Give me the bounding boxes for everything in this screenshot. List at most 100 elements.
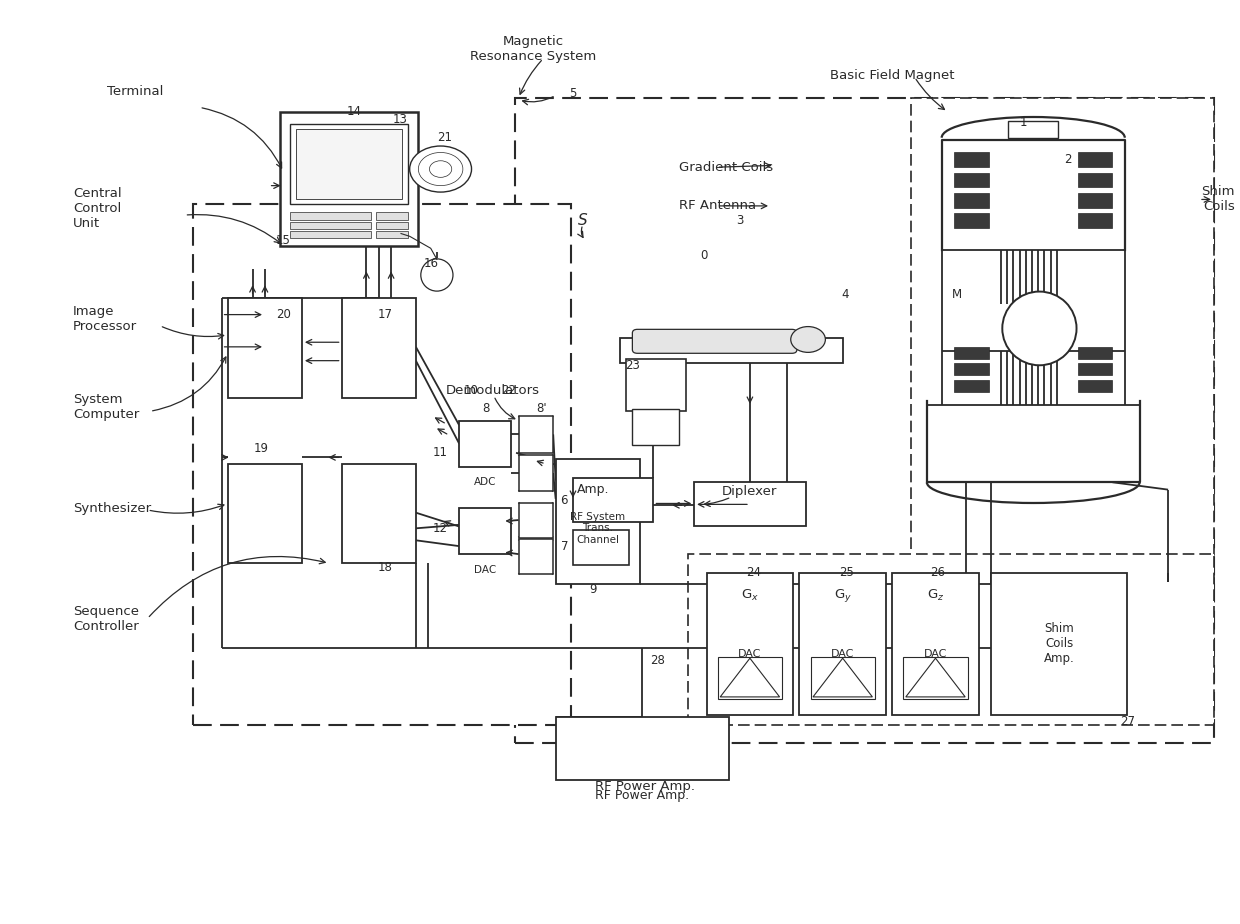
Bar <box>1078 346 1112 359</box>
Text: 24: 24 <box>746 566 761 579</box>
Polygon shape <box>905 658 965 697</box>
Text: Gradient Coils: Gradient Coils <box>680 161 774 174</box>
Bar <box>556 717 729 780</box>
Bar <box>991 573 1127 715</box>
Text: 9: 9 <box>589 583 596 596</box>
Text: DAC: DAC <box>474 565 496 575</box>
Polygon shape <box>813 658 873 697</box>
Bar <box>1078 213 1112 228</box>
Text: Terminal: Terminal <box>107 85 162 98</box>
Text: S: S <box>578 213 588 228</box>
Text: 21: 21 <box>436 131 451 144</box>
Bar <box>376 213 408 220</box>
Text: Shim
Coils: Shim Coils <box>1202 186 1235 213</box>
Text: M: M <box>951 288 961 301</box>
Text: 8': 8' <box>537 402 547 415</box>
Text: Shim
Coils
Amp.: Shim Coils Amp. <box>1044 623 1075 665</box>
Bar <box>688 554 1214 724</box>
Text: 2: 2 <box>1064 153 1071 166</box>
Bar <box>280 112 418 246</box>
Bar <box>1008 121 1058 138</box>
Bar <box>954 152 988 167</box>
Text: RF Antenna: RF Antenna <box>680 200 756 213</box>
Bar <box>518 416 553 453</box>
Text: System
Computer: System Computer <box>73 393 139 420</box>
Text: ADC: ADC <box>474 478 496 487</box>
Text: Demodulators: Demodulators <box>445 383 539 396</box>
Text: DAC: DAC <box>924 649 947 659</box>
Bar <box>800 573 887 715</box>
Bar <box>954 380 988 392</box>
Bar <box>290 124 408 204</box>
Bar <box>342 298 415 397</box>
Bar <box>954 363 988 375</box>
Bar <box>910 98 1214 587</box>
Text: 11: 11 <box>433 446 448 459</box>
Text: 26: 26 <box>930 566 945 579</box>
Bar <box>515 98 1214 743</box>
Text: Sequence
Controller: Sequence Controller <box>73 604 139 633</box>
Text: RF Power Amp.: RF Power Amp. <box>595 780 694 793</box>
Text: 25: 25 <box>839 566 854 579</box>
FancyBboxPatch shape <box>632 329 797 353</box>
Text: 3: 3 <box>737 214 744 227</box>
Text: G$_x$: G$_x$ <box>742 588 759 603</box>
Bar <box>342 464 415 564</box>
Text: Diplexer: Diplexer <box>722 485 777 498</box>
Text: 16: 16 <box>423 258 438 271</box>
Ellipse shape <box>1002 292 1076 365</box>
Text: 27: 27 <box>1120 715 1135 728</box>
Bar <box>1078 173 1112 188</box>
Bar <box>632 408 680 445</box>
Bar <box>954 213 988 228</box>
Bar <box>459 508 511 554</box>
Text: DAC: DAC <box>738 649 761 659</box>
Text: G$_y$: G$_y$ <box>833 587 852 604</box>
Bar <box>459 420 511 467</box>
Text: Central
Control
Unit: Central Control Unit <box>73 188 122 230</box>
Text: 17: 17 <box>377 308 392 322</box>
Text: RF System
Trans.
Channel: RF System Trans. Channel <box>570 512 625 545</box>
Text: 10: 10 <box>464 383 479 396</box>
Bar <box>518 540 553 575</box>
Text: 22: 22 <box>501 383 516 396</box>
Text: 14: 14 <box>346 105 362 118</box>
Bar <box>573 478 653 522</box>
Circle shape <box>409 146 471 192</box>
Text: DAC: DAC <box>831 649 854 659</box>
Text: 8: 8 <box>482 402 490 415</box>
Bar <box>290 231 371 238</box>
Text: 20: 20 <box>277 308 291 322</box>
Bar <box>954 173 988 188</box>
Bar <box>376 222 408 229</box>
Bar <box>620 337 843 362</box>
Bar <box>518 503 553 538</box>
Text: 18: 18 <box>377 562 392 575</box>
Text: 13: 13 <box>392 113 407 126</box>
Text: 15: 15 <box>277 235 291 248</box>
Bar <box>518 455 553 492</box>
Text: Basic Field Magnet: Basic Field Magnet <box>830 68 955 81</box>
Text: 4: 4 <box>842 288 849 301</box>
Text: 7: 7 <box>560 541 568 553</box>
Text: 19: 19 <box>254 442 269 455</box>
Bar <box>893 573 978 715</box>
Circle shape <box>791 326 826 352</box>
Bar <box>707 573 794 715</box>
Text: 1: 1 <box>1019 116 1027 129</box>
Bar <box>573 530 629 565</box>
Bar <box>954 346 988 359</box>
Text: Image
Processor: Image Processor <box>73 305 138 334</box>
Bar <box>228 464 303 564</box>
Bar <box>290 222 371 229</box>
Bar <box>718 657 782 699</box>
Bar <box>1078 193 1112 208</box>
Bar <box>228 298 303 397</box>
Bar <box>1078 363 1112 375</box>
Bar <box>626 359 686 411</box>
Bar <box>556 459 640 584</box>
Text: G$_z$: G$_z$ <box>926 588 944 603</box>
Bar <box>193 204 570 724</box>
Bar <box>1078 152 1112 167</box>
Bar <box>296 128 402 200</box>
